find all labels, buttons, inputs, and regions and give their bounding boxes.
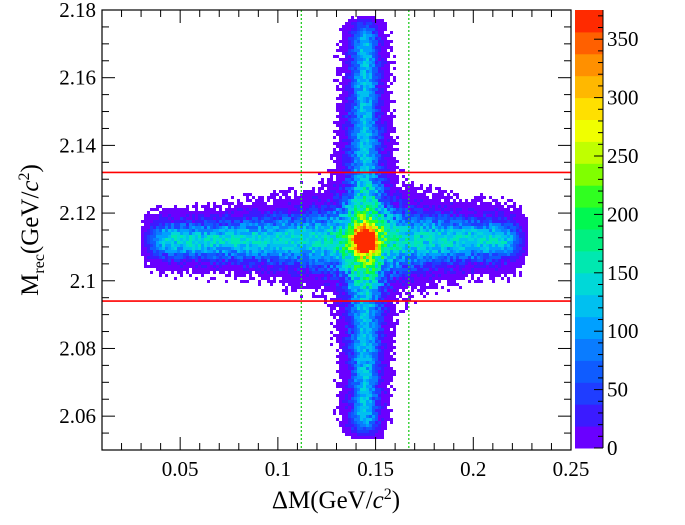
y-tick-label: 2.12: [59, 201, 96, 225]
color-scale-band: [575, 75, 603, 99]
y-axis: 2.06 2.08 2.1 2.12 2.14 2.16 2.18: [59, 0, 571, 451]
color-scale-band: [575, 207, 603, 230]
cut-lines: [102, 10, 571, 450]
color-scale-label: 300: [607, 86, 639, 110]
color-scale-band: [575, 141, 603, 164]
color-scale-band: [575, 272, 603, 296]
color-scale-band: [575, 426, 603, 449]
y-tick-label: 2.08: [59, 336, 96, 360]
x-axis-title: ΔM(GeV/c2): [272, 486, 400, 514]
color-scale-band: [575, 185, 603, 208]
color-scale-band: [575, 229, 603, 252]
color-scale-band: [575, 97, 603, 120]
color-scale-band: [575, 294, 603, 318]
color-scale: 0 50 100 150 200 250 300 350: [575, 10, 639, 460]
color-scale-label: 200: [607, 202, 639, 226]
x-tick-label: 0.1: [265, 457, 291, 481]
y-tick-label: 2.18: [59, 0, 96, 22]
color-scale-label: 150: [607, 261, 639, 285]
color-scale-label: 350: [607, 27, 639, 51]
y-tick-label: 2.1: [70, 269, 96, 293]
color-scale-band: [575, 119, 603, 142]
color-scale-label: 0: [607, 436, 618, 460]
x-tick-label: 0.2: [460, 457, 486, 481]
y-tick-label: 2.16: [59, 66, 96, 90]
color-scale-band: [575, 250, 603, 274]
color-scale-label: 250: [607, 144, 639, 168]
y-axis-title: Mrec(GeV/c2): [16, 164, 48, 296]
color-scale-label: 50: [607, 378, 628, 402]
color-scale-band: [575, 404, 603, 427]
color-scale-label: 100: [607, 319, 639, 343]
color-scale-band: [575, 163, 603, 186]
x-tick-label: 0.25: [553, 457, 590, 481]
heatmap-cells: [141, 16, 528, 439]
color-scale-band: [575, 338, 603, 361]
x-tick-label: 0.15: [357, 457, 394, 481]
y-tick-label: 2.14: [59, 133, 96, 157]
y-tick-label: 2.06: [59, 404, 96, 428]
color-scale-band: [575, 10, 603, 33]
x-tick-label: 0.05: [162, 457, 199, 481]
x-axis: 0.05 0.1 0.15 0.2 0.25: [101, 10, 590, 481]
color-scale-band: [575, 31, 603, 55]
color-scale-band: [575, 53, 603, 77]
color-scale-band: [575, 316, 603, 339]
color-scale-band: [575, 360, 603, 383]
color-scale-band: [575, 382, 603, 405]
